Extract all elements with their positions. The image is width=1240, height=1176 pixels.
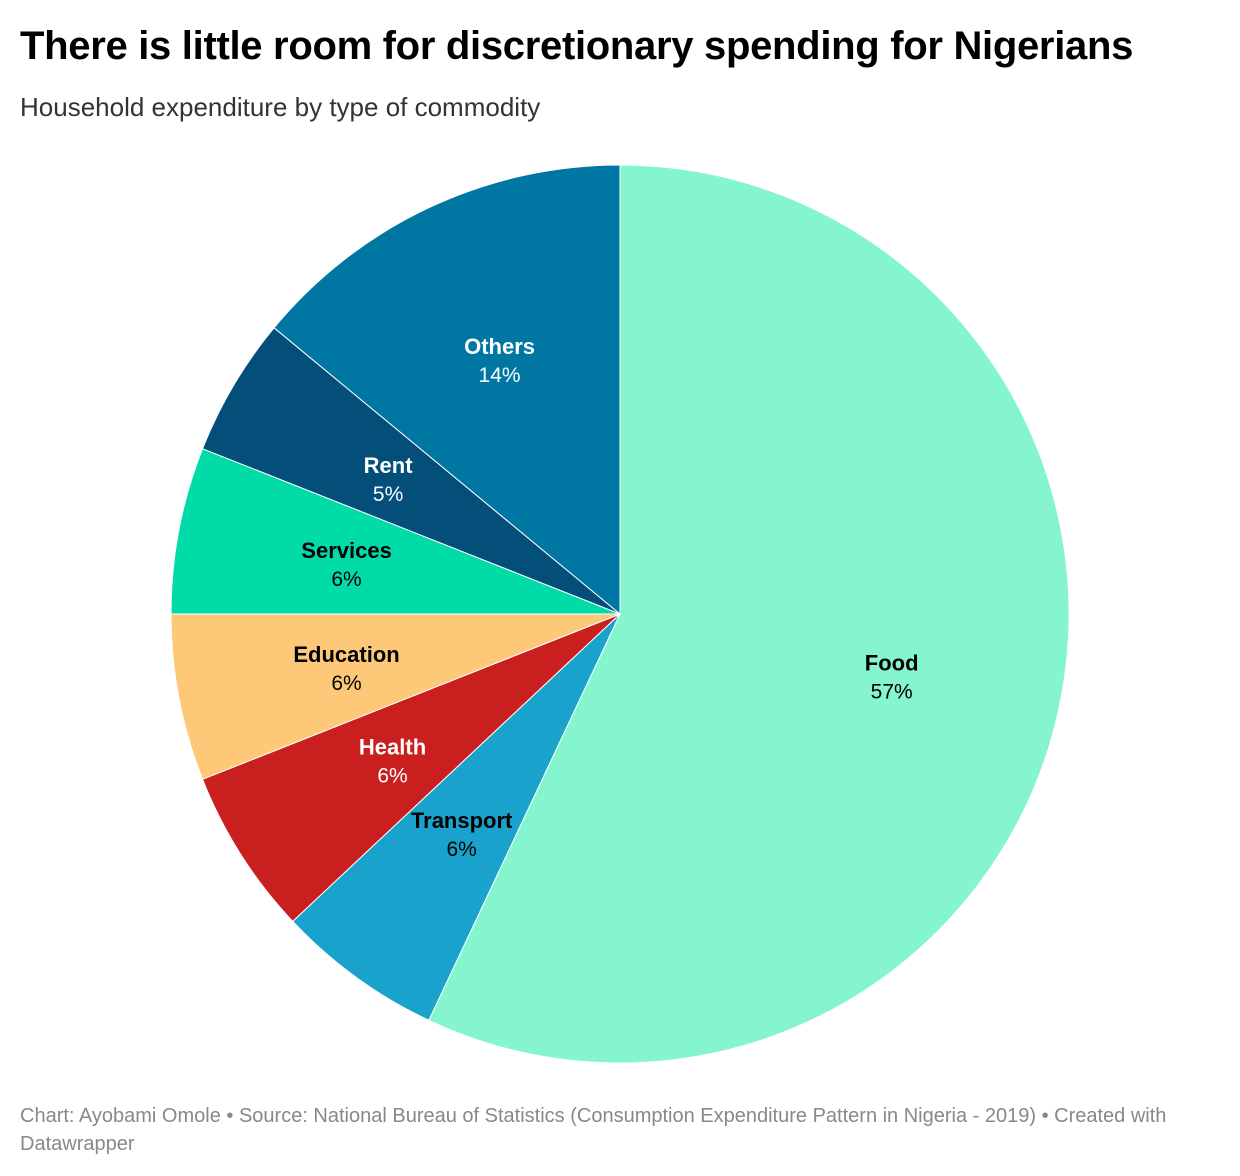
chart-subtitle: Household expenditure by type of commodi…: [20, 92, 541, 122]
slice-value-education: 6%: [331, 672, 361, 695]
pie-slice-education: [170, 613, 621, 780]
pie-slice-transport: [291, 613, 621, 1021]
slice-value-services: 6%: [331, 568, 361, 591]
pie-labels: Food57%Transport6%Health6%Education6%Ser…: [293, 334, 918, 861]
slice-value-food: 57%: [871, 681, 913, 704]
pie-slices: [170, 164, 1070, 1064]
slice-value-rent: 5%: [373, 483, 403, 506]
slice-value-others: 14%: [479, 364, 521, 387]
slice-label-food: Food: [865, 651, 919, 676]
slice-value-health: 6%: [377, 764, 407, 787]
pie-chart: Food57%Transport6%Health6%Education6%Ser…: [170, 164, 1070, 1064]
pie-slice-services: [170, 448, 621, 615]
slice-label-health: Health: [359, 734, 426, 759]
chart-title: There is little room for discretionary s…: [20, 24, 1134, 68]
slice-label-rent: Rent: [364, 453, 414, 478]
slice-label-education: Education: [293, 642, 399, 667]
slice-value-transport: 6%: [446, 838, 476, 861]
slice-label-transport: Transport: [411, 808, 513, 833]
slice-label-services: Services: [301, 538, 392, 563]
slice-label-others: Others: [464, 334, 535, 359]
chart-footer: Chart: Ayobami Omole • Source: National …: [20, 1105, 1167, 1155]
pie-slice-food: [428, 164, 1070, 1064]
pie-slice-others: [273, 164, 621, 616]
pie-slice-health: [201, 613, 621, 923]
